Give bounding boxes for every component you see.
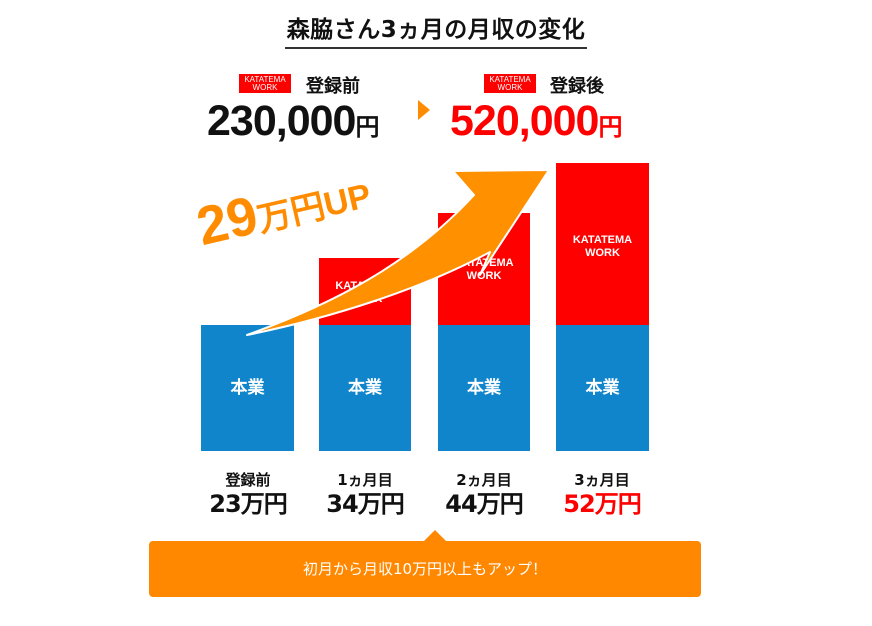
bar-month1-main: 本業 xyxy=(319,325,411,451)
after-amount-unit: 円 xyxy=(598,113,622,141)
bar-month3-katatema: KATATEMA WORK xyxy=(556,163,649,325)
xlabel-value: 23万円 xyxy=(209,490,287,518)
bar-main-label: 本業 xyxy=(467,378,501,398)
badge-line1: KATATEMA xyxy=(489,75,531,84)
callout-pointer xyxy=(424,530,446,541)
xlabel-period: 登録前 xyxy=(225,471,271,489)
badge-line2: WORK xyxy=(497,83,523,92)
bar-main-label: 本業 xyxy=(348,378,382,398)
before-amount: 230,000円 xyxy=(207,97,379,149)
bar-before-main: 本業 xyxy=(201,325,294,451)
katatema-badge-after: KATATEMA WORK xyxy=(484,74,536,93)
chart-title: 森脇さん3ヵ月の月収の変化 xyxy=(0,10,872,49)
after-amount: 520,000円 xyxy=(450,97,622,149)
after-label: 登録後 xyxy=(550,76,604,97)
xlabel-period: 1ヵ月目 xyxy=(337,471,393,489)
kw-line2: WORK xyxy=(585,247,620,259)
increase-number: 29 xyxy=(190,184,264,258)
xlabel-before: 登録前 23万円 xyxy=(188,469,308,518)
arrow-right-icon xyxy=(418,100,430,120)
badge-line2: WORK xyxy=(252,83,278,92)
xlabel-month3: 3ヵ月目 52万円 xyxy=(542,469,662,518)
katatema-badge-before: KATATEMA WORK xyxy=(239,74,291,93)
badge-line1: KATATEMA xyxy=(244,75,286,84)
xlabel-value: 44万円 xyxy=(445,490,523,518)
kw-line1: KATATEMA xyxy=(572,234,633,246)
callout-box: 初月から月収10万円以上もアップ！ xyxy=(149,541,701,597)
before-amount-unit: 円 xyxy=(355,113,379,141)
xlabel-period: 2ヵ月目 xyxy=(456,471,512,489)
xlabel-value: 52万円 xyxy=(563,490,641,518)
xlabel-month2: 2ヵ月目 44万円 xyxy=(424,469,544,518)
before-label: 登録前 xyxy=(306,76,360,97)
bar-main-label: 本業 xyxy=(230,378,265,398)
xlabel-month1: 1ヵ月目 34万円 xyxy=(305,469,425,518)
after-amount-number: 520,000 xyxy=(450,97,599,145)
xlabel-value: 34万円 xyxy=(326,490,404,518)
bar-month3-main: 本業 xyxy=(556,325,649,451)
bar-main-label: 本業 xyxy=(585,378,620,398)
before-amount-number: 230,000 xyxy=(207,97,356,145)
xlabel-period: 3ヵ月目 xyxy=(574,471,630,489)
bar-month2-main: 本業 xyxy=(438,325,530,451)
chart-title-text: 森脇さん3ヵ月の月収の変化 xyxy=(284,10,588,49)
kw-line2: WORK xyxy=(466,270,502,282)
